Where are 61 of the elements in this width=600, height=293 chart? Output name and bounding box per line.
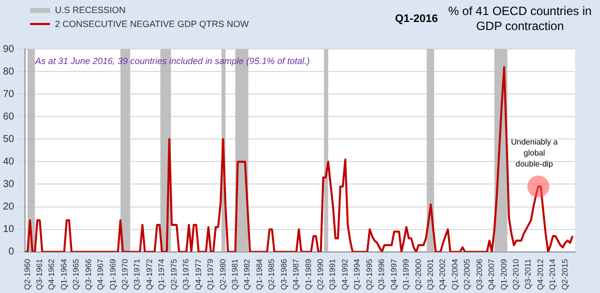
x-tick-label: Q4-1982 <box>242 258 252 290</box>
x-tick-label: Q1-1964 <box>59 258 68 290</box>
x-tick-label: Q3-1966 <box>84 258 93 290</box>
y-tick-label: 80 <box>3 66 15 78</box>
y-tick-label: 50 <box>3 134 15 145</box>
x-tick-label: Q1-1994 <box>352 258 362 290</box>
x-tick-label: Q2-1965 <box>72 258 81 290</box>
x-tick-label: Q4-1987 <box>292 258 301 290</box>
x-tick-label: Q2-1990 <box>316 258 326 290</box>
x-tick-label: Q1-2009 <box>499 258 508 290</box>
x-tick-label: Q2-1975 <box>169 258 178 290</box>
x-tick-label: Q2-2015 <box>560 258 570 290</box>
x-tick-label: Q3-1986 <box>279 258 288 290</box>
legend-label: U.S RECESSION <box>55 5 126 15</box>
annotation: Undeniably a global double-dip <box>510 138 558 169</box>
x-tick-label: Q2-2010 <box>512 258 521 290</box>
x-tick-label: Q2-2000 <box>414 258 423 290</box>
x-tick-label: Q1-1984 <box>254 258 264 290</box>
x-tick-label: Q4-1967 <box>96 258 106 290</box>
x-tick-label: Q1-1979 <box>206 258 216 290</box>
x-tick-label: Q3-2011 <box>524 258 533 290</box>
x-tick-label: Q4-1997 <box>389 258 398 290</box>
x-tick-label: Q3-2006 <box>474 258 484 290</box>
y-tick-label: 40 <box>3 156 15 168</box>
x-tick-label: Q3-1961 <box>34 258 44 290</box>
x-tick-label: Q4-2012 <box>536 258 545 290</box>
y-tick-label: 10 <box>3 224 15 236</box>
x-tick-label: Q2-1980 <box>218 258 228 290</box>
x-tick-label: Q2-1985 <box>267 258 276 290</box>
y-tick-label: 30 <box>3 178 15 190</box>
x-tick-label: Q4-1977 <box>194 258 203 290</box>
x-tick-label: Q4-1972 <box>144 258 154 290</box>
x-tick-label: Q3-1981 <box>230 258 240 290</box>
x-tick-label: Q3-1976 <box>182 258 191 290</box>
x-tick-label: Q4-2007 <box>487 258 496 290</box>
x-tick-label: Q1-1999 <box>402 258 411 290</box>
x-tick-label: Q3-1996 <box>377 258 386 290</box>
y-tick-label: 70 <box>3 88 15 100</box>
y-tick-label: 90 <box>3 44 15 55</box>
y-tick-label: 0 <box>8 246 15 258</box>
x-tick-label: Q2-1960 <box>22 258 32 290</box>
x-tick-label: Q4-1992 <box>340 258 350 290</box>
x-tick-label: Q1-1974 <box>157 258 166 290</box>
x-tick-label: Q1-2004 <box>450 258 460 290</box>
chart-title: % of 41 OECD countries in GDP contraction <box>447 4 593 34</box>
x-tick-label: Q1-1989 <box>304 258 313 290</box>
legend-label: 2 CONSECUTIVE NEGATIVE GDP QTRS NOW <box>55 19 249 29</box>
x-tick-label: Q1-1969 <box>108 258 118 290</box>
x-tick-label: Q2-1995 <box>364 258 374 290</box>
x-tick-label: Q1-2014 <box>548 258 558 290</box>
x-tick-label: Q3-2001 <box>426 258 435 290</box>
y-tick-label: 20 <box>3 202 15 213</box>
x-tick-label: Q3-1991 <box>328 258 338 290</box>
x-tick-label: Q2-2005 <box>462 258 472 290</box>
x-tick-label: Q3-1971 <box>132 258 142 290</box>
chart-subtitle: Q1-2016 <box>395 13 438 25</box>
x-tick-label: Q4-1962 <box>47 258 56 290</box>
x-tick-label: Q4-2002 <box>438 258 448 290</box>
annotation: As at 31 June 2016, 39 countries included in sample (95.1% of total.) <box>34 56 310 66</box>
x-tick-label: Q2-1970 <box>120 258 130 290</box>
y-tick-label: 60 <box>3 111 15 122</box>
